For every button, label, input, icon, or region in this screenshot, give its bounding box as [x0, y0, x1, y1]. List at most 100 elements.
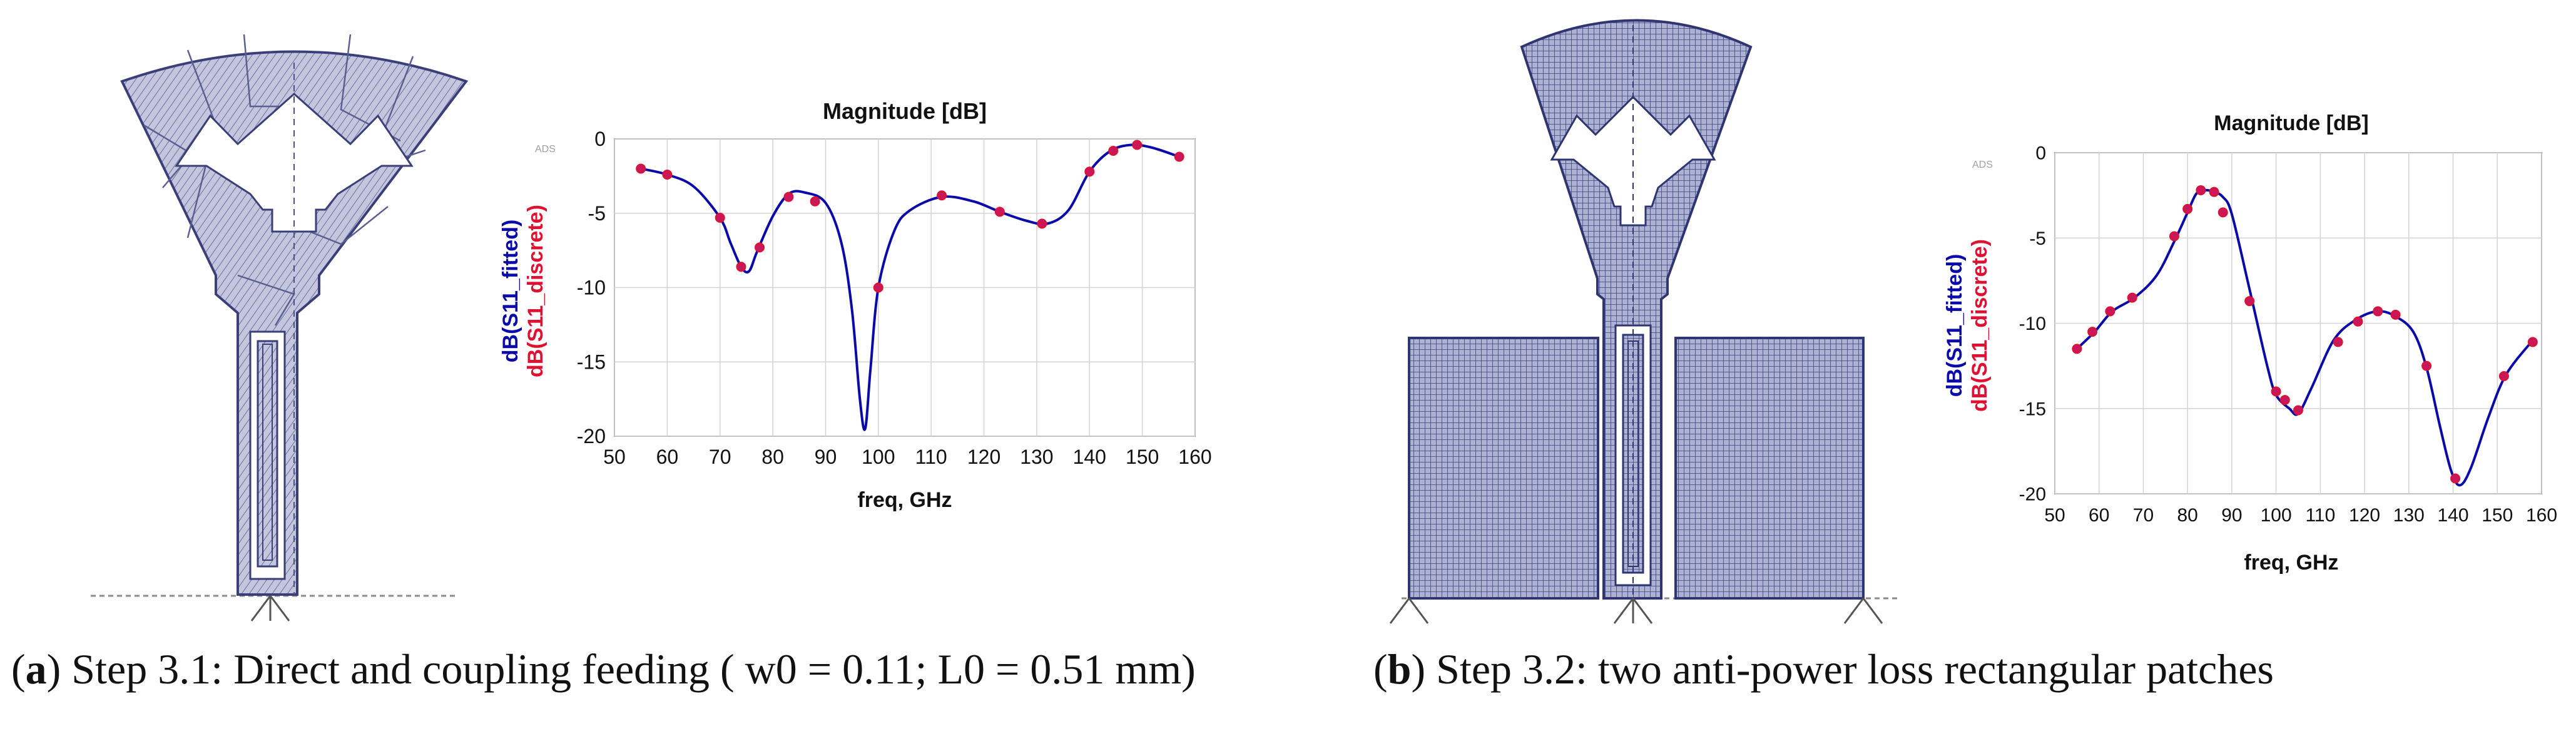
chart-a-xtick-label: 140	[1073, 446, 1106, 468]
chart-a-ylabel-discrete: dB(S11_discrete)	[524, 205, 547, 377]
chart-a-discrete-point	[736, 262, 746, 272]
chart-b-discrete-point	[2333, 337, 2343, 347]
chart-a-discrete-point	[715, 212, 725, 223]
chart-b-ytick-label: -15	[2019, 399, 2046, 419]
chart-a-discrete-point	[1108, 146, 1119, 156]
chart-a-ytick-label: -10	[577, 277, 606, 299]
chart-a-watermark: ADS	[535, 144, 556, 155]
chart-b-discrete-point	[2182, 203, 2193, 214]
chart-b-ytick-label: -10	[2019, 314, 2046, 334]
chart-a-ylabel-fitted: dB(S11_fitted)	[499, 220, 522, 363]
chart-a: Magnitude [dB] ADS dB(S11_fitted) dB(S11…	[499, 98, 1212, 512]
chart-b-discrete-point	[2087, 327, 2098, 337]
chart-b-discrete-point	[2498, 371, 2509, 381]
chart-a-xtick-label: 80	[761, 446, 784, 468]
antenna-a-layout	[91, 34, 469, 621]
antenna-b-port-icon-right	[1843, 598, 1883, 624]
antenna-b-coupling-slot	[1614, 324, 1652, 586]
chart-b-discrete-point	[2105, 306, 2115, 317]
chart-b-discrete-point	[2450, 473, 2461, 484]
chart-b: Magnitude [dB] ADS dB(S11_fitted) dB(S11…	[1943, 111, 2557, 575]
antenna-b-port-icon-center	[1613, 598, 1653, 624]
chart-a-discrete-point	[1084, 166, 1095, 177]
chart-b-xtick-label: 70	[2133, 505, 2154, 526]
chart-a-discrete-point	[636, 163, 646, 174]
antenna-b-port-icon-left	[1389, 598, 1429, 624]
chart-b-discrete-point	[2209, 187, 2219, 197]
chart-b-title: Magnitude [dB]	[2214, 111, 2368, 135]
chart-a-xtick-label: 90	[815, 446, 837, 468]
antenna-a-port-icon	[250, 595, 290, 621]
chart-b-discrete-point	[2353, 316, 2363, 327]
chart-a-xtick-label: 70	[709, 446, 731, 468]
chart-a-title: Magnitude [dB]	[823, 98, 987, 124]
chart-b-xtick-label: 130	[2393, 505, 2425, 526]
chart-a-ytick-label: -15	[577, 350, 606, 373]
caption-a: (a) Step 3.1: Direct and coupling feedin…	[11, 645, 1196, 693]
chart-a-discrete-point	[810, 196, 820, 207]
chart-b-discrete-point	[2390, 309, 2401, 320]
chart-a-discrete-point	[1174, 151, 1184, 162]
chart-a-discrete-point	[937, 190, 947, 201]
chart-b-ylabel-discrete: dB(S11_discrete)	[1968, 239, 1992, 412]
chart-b-xtick-label: 50	[2044, 505, 2065, 526]
antenna-a-feed-stub	[262, 344, 273, 561]
chart-b-xtick-label: 150	[2482, 505, 2513, 526]
chart-a-xtick-label: 110	[915, 446, 947, 468]
chart-a-xtick-label: 150	[1126, 446, 1159, 468]
chart-b-discrete-point	[2527, 337, 2538, 347]
chart-b-discrete-point	[2072, 344, 2082, 354]
chart-b-discrete-point	[2127, 292, 2137, 303]
caption-b-text: ) Step 3.2: two anti-power loss rectangu…	[1411, 645, 2274, 693]
chart-b-discrete-point	[2421, 360, 2432, 371]
chart-b-discrete-point	[2373, 306, 2383, 317]
chart-b-xtick-label: 100	[2261, 505, 2292, 526]
chart-a-xtick-label: 60	[656, 446, 679, 468]
chart-b-ylabel-fitted: dB(S11_fitted)	[1943, 254, 1967, 397]
chart-b-ytick-label: -20	[2019, 484, 2046, 505]
chart-b-xtick-label: 90	[2221, 505, 2242, 526]
chart-a-discrete-point	[755, 242, 765, 253]
anti-power-loss-patch-left	[1408, 337, 1599, 600]
chart-b-discrete-point	[2217, 207, 2228, 218]
antenna-a-slot	[175, 92, 414, 233]
chart-b-xlabel: freq, GHz	[2244, 551, 2338, 575]
antenna-b-layout	[1389, 19, 1899, 624]
chart-b-ytick-label: 0	[2035, 143, 2046, 164]
chart-b-discrete-point	[2196, 185, 2206, 195]
chart-a-xlabel: freq, GHz	[857, 488, 952, 512]
chart-a-ytick-label: -5	[588, 202, 606, 225]
chart-a-discrete-point	[873, 282, 883, 293]
chart-a-discrete-point	[994, 207, 1005, 217]
chart-b-xtick-label: 110	[2305, 505, 2335, 526]
chart-b-xtick-label: 60	[2089, 505, 2109, 526]
anti-power-loss-patch-right	[1674, 337, 1865, 600]
chart-a-xtick-label: 120	[967, 446, 1000, 468]
caption-b-letter: b	[1387, 645, 1412, 693]
antenna-a-coupling-slot	[249, 330, 286, 580]
chart-b-discrete-point	[2244, 296, 2255, 307]
chart-a-xtick-label: 100	[862, 446, 895, 468]
chart-b-discrete-point	[2293, 405, 2303, 416]
chart-a-xtick-label: 130	[1020, 446, 1053, 468]
chart-b-xtick-label: 140	[2438, 505, 2469, 526]
chart-b-discrete-point	[2271, 386, 2281, 397]
chart-b-xtick-label: 80	[2177, 505, 2197, 526]
caption-a-letter: a	[25, 645, 47, 693]
chart-a-discrete-point	[1132, 140, 1143, 150]
chart-b-xtick-label: 160	[2526, 505, 2557, 526]
chart-a-discrete-point	[662, 170, 673, 180]
chart-a-discrete-point	[1037, 218, 1047, 229]
chart-a-xtick-label: 160	[1178, 446, 1211, 468]
chart-b-xtick-label: 120	[2349, 505, 2380, 526]
chart-a-discrete-point	[783, 192, 794, 202]
chart-b-discrete-point	[2279, 395, 2290, 406]
chart-a-xtick-label: 50	[603, 446, 626, 468]
chart-a-ytick-label: -20	[577, 425, 606, 447]
caption-a-text: ) Step 3.1: Direct and coupling feeding …	[46, 645, 1196, 693]
caption-b: (b) Step 3.2: two anti-power loss rectan…	[1373, 645, 2274, 693]
chart-b-ytick-label: -5	[2029, 228, 2046, 249]
chart-b-watermark: ADS	[1972, 160, 1993, 170]
chart-a-ytick-label: 0	[594, 128, 606, 150]
